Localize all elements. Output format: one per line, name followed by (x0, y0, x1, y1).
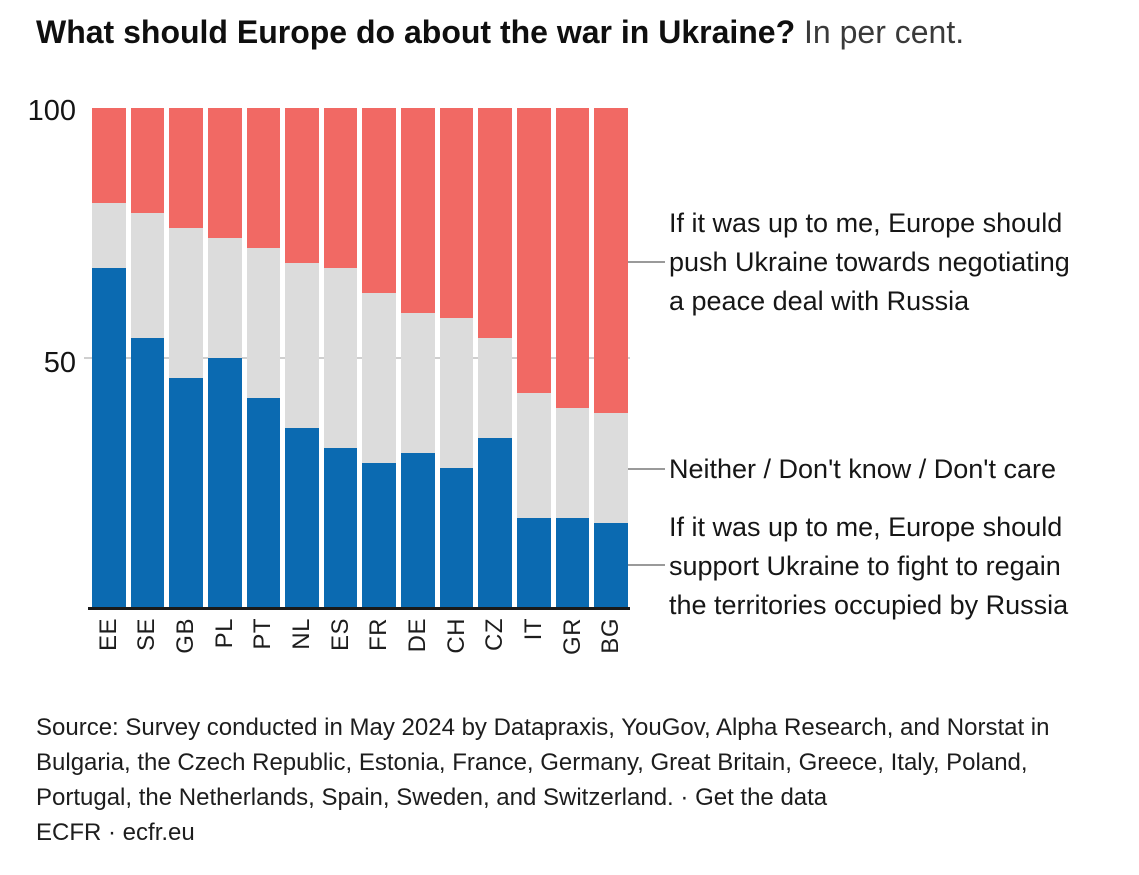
bar-SE: SE (130, 108, 165, 651)
x-axis-label-de: DE (403, 618, 431, 653)
bar-CZ: CZ (478, 108, 513, 651)
source-line: Source: Survey conducted in May 2024 by … (36, 710, 1116, 815)
segment-gr-fight[interactable] (555, 518, 590, 608)
connector-line-fight (628, 564, 665, 566)
subtitle-text: In per cent. (795, 14, 964, 50)
bar-IT: IT (517, 108, 551, 640)
x-axis-label-ch: CH (442, 618, 470, 654)
subtitle-inner: In per cent. (804, 14, 965, 50)
x-axis-label-fr: FR (365, 618, 393, 651)
x-axis-label-es: ES (326, 618, 354, 652)
segment-se-fight[interactable] (130, 338, 165, 608)
bar-PT: PT (246, 108, 281, 650)
x-axis-label-ee: EE (94, 618, 122, 652)
segment-bg-neither[interactable] (594, 413, 628, 523)
bars-container: EE SE GB PL PT NL ES FR DE CH CZ IT GR BG (92, 108, 628, 655)
segment-it-fight[interactable] (517, 518, 551, 608)
segment-pl-negotiate[interactable] (207, 108, 242, 238)
byline-link[interactable]: ecfr.eu (122, 819, 195, 846)
segment-pt-fight[interactable] (246, 398, 281, 608)
x-axis-baseline (88, 607, 630, 610)
segment-se-negotiate[interactable] (130, 108, 165, 213)
segment-gr-neither[interactable] (555, 408, 590, 518)
y-axis-label-50: 50 (43, 347, 76, 379)
byline: ECFR · ecfr.eu (36, 815, 1116, 850)
segment-fr-neither[interactable] (362, 293, 397, 463)
segment-gb-negotiate[interactable] (169, 108, 203, 228)
segment-it-neither[interactable] (517, 393, 551, 518)
segment-gr-negotiate[interactable] (555, 108, 590, 408)
segment-ch-neither[interactable] (439, 318, 474, 468)
byline-org: ECFR · (36, 819, 116, 846)
x-axis-label-se: SE (133, 618, 161, 652)
segment-pl-neither[interactable] (207, 238, 242, 358)
segment-es-negotiate[interactable] (323, 108, 358, 268)
bar-CH: CH (439, 108, 474, 654)
x-axis-label-bg: BG (597, 618, 625, 654)
bar-NL: NL (285, 108, 319, 650)
bar-PL: PL (207, 108, 242, 648)
bar-GB: GB (169, 108, 203, 654)
segment-fr-fight[interactable] (362, 463, 397, 608)
x-axis-label-cz: CZ (481, 618, 509, 651)
segment-bg-fight[interactable] (594, 523, 628, 608)
segment-pt-neither[interactable] (246, 248, 281, 398)
segment-nl-neither[interactable] (285, 263, 319, 428)
legend-annotation-fight: If it was up to me, Europe should suppor… (669, 512, 1069, 620)
connector-line-negotiate (628, 261, 665, 263)
segment-ee-negotiate[interactable] (92, 108, 126, 203)
x-axis-label-it: IT (519, 618, 547, 641)
segment-nl-negotiate[interactable] (285, 108, 319, 263)
source-text: Source: Survey conducted in May 2024 by … (36, 714, 1050, 811)
segment-de-neither[interactable] (401, 313, 435, 453)
bar-GR: GR (555, 108, 590, 655)
segment-fr-negotiate[interactable] (362, 108, 397, 293)
bar-ES: ES (323, 108, 358, 651)
segment-gb-neither[interactable] (169, 228, 203, 378)
x-axis-label-pt: PT (249, 618, 277, 650)
source-note: Source: Survey conducted in May 2024 by … (36, 710, 1116, 850)
segment-se-neither[interactable] (130, 213, 165, 338)
legend-annotation-neither: Neither / Don't know / Don't care (669, 454, 1056, 484)
x-axis-label-gr: GR (558, 618, 586, 655)
legend-annotation-negotiate: If it was up to me, Europe should push U… (669, 208, 1070, 316)
segment-ch-fight[interactable] (439, 468, 474, 608)
x-axis-label-nl: NL (288, 618, 316, 650)
bar-FR: FR (362, 108, 397, 651)
connector-line-neither (628, 468, 665, 470)
segment-pt-negotiate[interactable] (246, 108, 281, 248)
x-axis-label-gb: GB (172, 618, 200, 654)
bar-EE: EE (92, 108, 126, 651)
segment-gb-fight[interactable] (169, 378, 203, 608)
bar-BG: BG (594, 108, 628, 654)
x-axis-label-pl: PL (210, 618, 238, 649)
segment-cz-negotiate[interactable] (478, 108, 513, 338)
title-text: What should Europe do about the war in U… (36, 14, 796, 50)
chart-title: What should Europe do about the war in U… (36, 12, 964, 52)
segment-de-fight[interactable] (401, 453, 435, 608)
segment-es-neither[interactable] (323, 268, 358, 448)
segment-cz-neither[interactable] (478, 338, 513, 438)
segment-ee-fight[interactable] (92, 268, 126, 608)
segment-it-negotiate[interactable] (517, 108, 551, 393)
segment-de-negotiate[interactable] (401, 108, 435, 313)
segment-es-fight[interactable] (323, 448, 358, 608)
bar-DE: DE (401, 108, 435, 652)
segment-nl-fight[interactable] (285, 428, 319, 608)
y-axis-label-100: 100 (27, 95, 76, 127)
segment-bg-negotiate[interactable] (594, 108, 628, 413)
segment-pl-fight[interactable] (207, 358, 242, 608)
get-the-data-link[interactable]: Get the data (695, 784, 828, 811)
segment-ch-negotiate[interactable] (439, 108, 474, 318)
segment-ee-neither[interactable] (92, 203, 126, 268)
segment-cz-fight[interactable] (478, 438, 513, 608)
